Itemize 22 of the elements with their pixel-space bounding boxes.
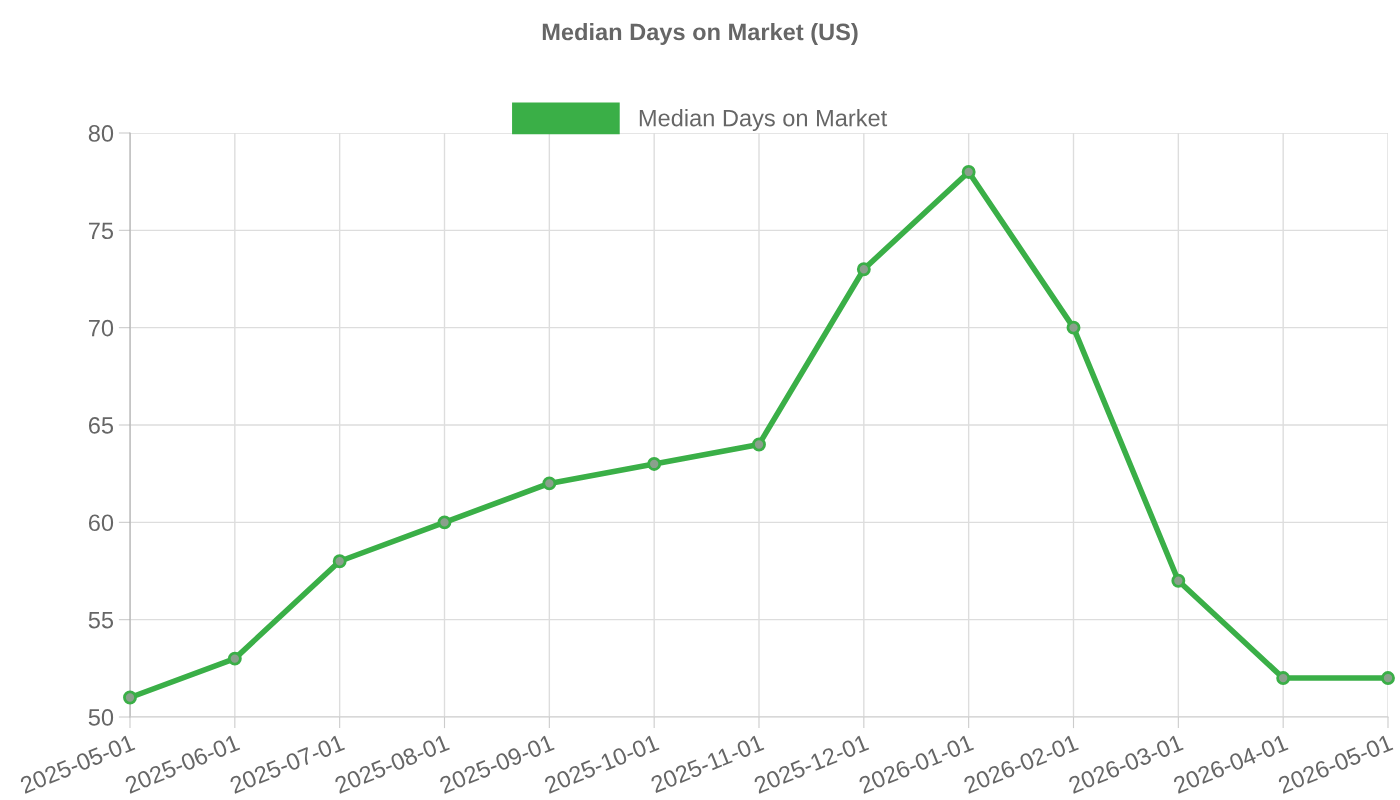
point: [1066, 320, 1081, 335]
y-tick-label: 50: [88, 709, 114, 726]
point: [332, 554, 347, 569]
point: [961, 164, 976, 179]
point: [227, 651, 242, 666]
point: [647, 456, 662, 471]
point: [1381, 671, 1395, 686]
point: [1276, 671, 1291, 686]
point: [752, 437, 766, 452]
legend-label: Median Days on Market: [639, 109, 888, 132]
y-tick-label: 70: [88, 319, 114, 337]
y-tick-label: 80: [88, 125, 114, 142]
point: [437, 515, 452, 530]
y-tick-label: 75: [88, 222, 114, 240]
point: [542, 476, 557, 491]
y-tick-label: 65: [88, 417, 114, 434]
point: [123, 690, 137, 705]
point: [1171, 573, 1186, 588]
point: [856, 262, 871, 277]
y-tick-label: 60: [88, 514, 114, 532]
y-tick-label: 55: [88, 611, 114, 629]
chart-title: Median Days on Market (US): [542, 23, 858, 45]
